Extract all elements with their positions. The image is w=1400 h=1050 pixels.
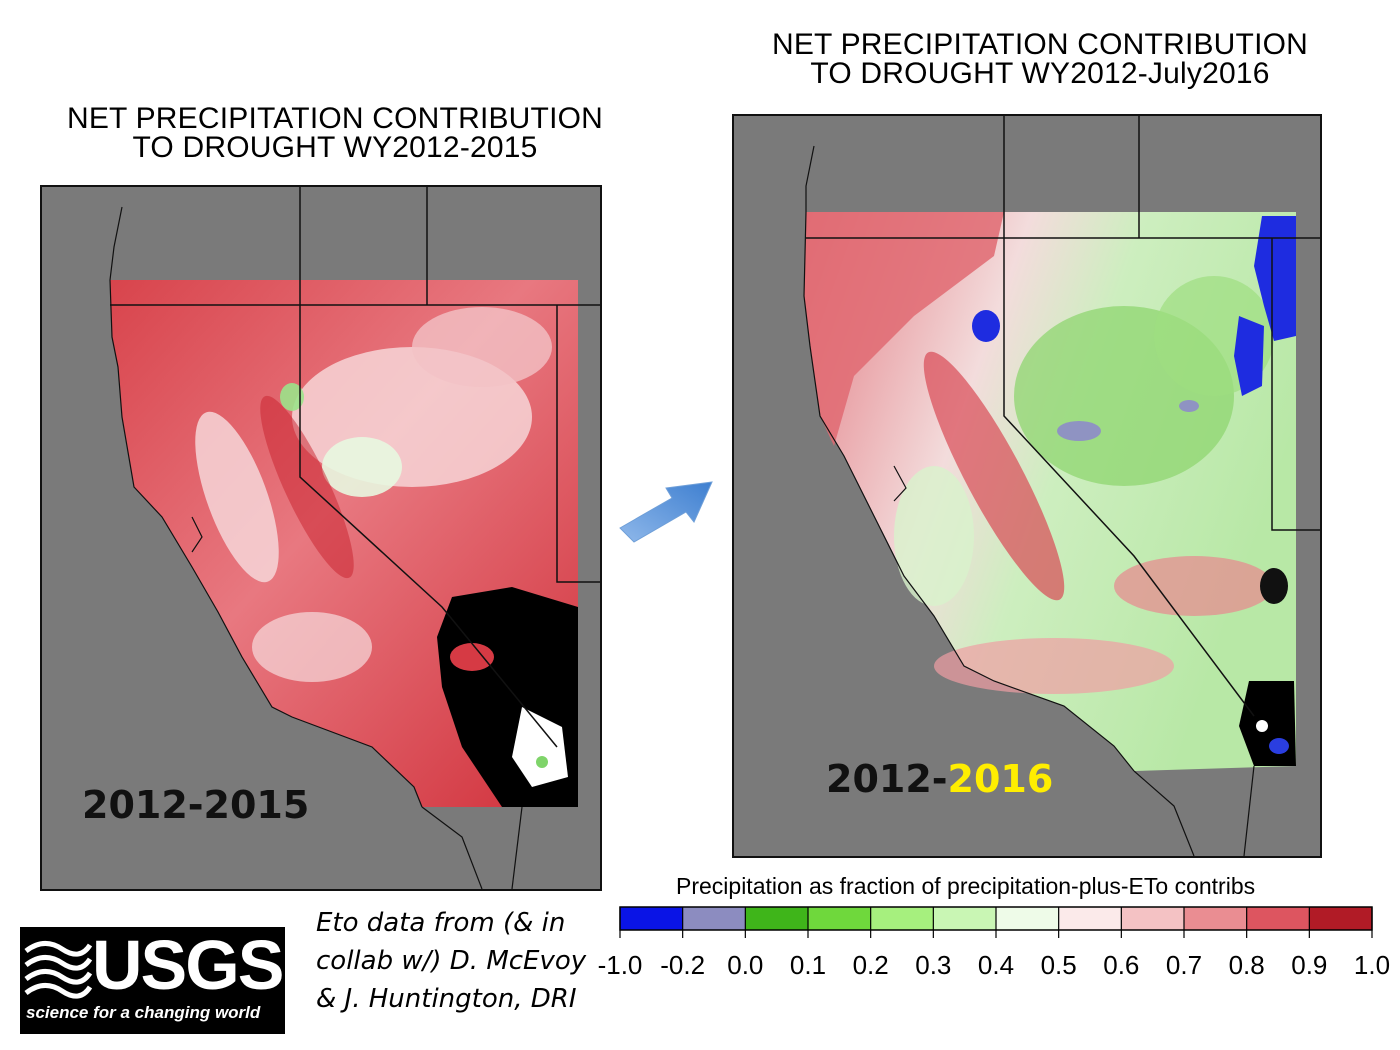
colorbar-tick-label: -1.0 [597, 950, 643, 980]
right-arrow-icon [619, 481, 713, 543]
left-year-label: 2012-2015 [82, 783, 310, 827]
right-year-prefix: 2012- [826, 757, 948, 801]
colorbar-tick-label: 0.5 [1040, 950, 1077, 980]
colorbar-tick-label: 0.8 [1228, 950, 1265, 980]
usgs-wave-icon [24, 941, 93, 999]
colorbar-segment [745, 907, 809, 930]
colorbar-segment [870, 907, 934, 930]
left-title-line1: NET PRECIPITATION CONTRIBUTION [66, 102, 604, 135]
right-year-label: 2012-2016 [826, 757, 1053, 801]
legend-title: Precipitation as fraction of precipitati… [676, 873, 1256, 899]
credit-text: Eto data from (& in collab w/) D. McEvoy… [316, 904, 591, 1018]
right-map [732, 114, 1322, 858]
left-map-title: NET PRECIPITATION CONTRIBUTION TO DROUGH… [40, 102, 630, 164]
left-map-graphic [109, 187, 600, 889]
colorbar-tick-label: 0.3 [915, 950, 952, 980]
colorbar-segment [620, 907, 684, 930]
colorbar-tick-label: 0.4 [977, 950, 1015, 980]
right-year-highlight: 2016 [947, 757, 1054, 801]
colorbar-tick-label: -0.2 [660, 950, 706, 980]
left-title-line2: TO DROUGHT WY2012-2015 [132, 131, 538, 164]
right-title-line2: TO DROUGHT WY2012-July2016 [810, 57, 1270, 90]
credit-line2: collab w/) D. McEvoy [316, 946, 587, 976]
colorbar-segment [1058, 907, 1122, 930]
colorbar-tick-label: 0.2 [852, 950, 889, 980]
colorbar-segment [933, 907, 997, 930]
colorbar-segment [1184, 907, 1248, 930]
right-map-graphic [803, 116, 1320, 856]
colorbar-segment [682, 907, 746, 930]
usgs-wordmark: USGS [92, 926, 284, 1004]
left-map [40, 185, 602, 891]
credit-line3: & J. Huntington, DRI [316, 984, 577, 1014]
colorbar-tick-label: 1.0 [1353, 950, 1391, 980]
usgs-logo: USGS science for a changing world [20, 926, 285, 1034]
colorbar-tick-label: 0.1 [789, 950, 827, 980]
colorbar-segment [996, 907, 1060, 930]
colorbar-tick-label: 0.6 [1103, 950, 1140, 980]
right-map-title: NET PRECIPITATION CONTRIBUTION TO DROUGH… [730, 28, 1350, 90]
colorbar-tick-label: 0.9 [1291, 950, 1328, 980]
usgs-tagline: science for a changing world [26, 1003, 261, 1022]
colorbar-segment [808, 907, 872, 930]
colorbar-segment [1121, 907, 1185, 930]
colorbar-border [619, 906, 1373, 931]
credit-line1: Eto data from (& in [316, 908, 566, 938]
colorbar-segment [1246, 907, 1310, 930]
right-title-line1: NET PRECIPITATION CONTRIBUTION [771, 28, 1309, 61]
colorbar-segment [1309, 907, 1373, 930]
colorbar-tick-label: 0.7 [1165, 950, 1203, 980]
colorbar-tick-label: 0.0 [727, 950, 764, 980]
